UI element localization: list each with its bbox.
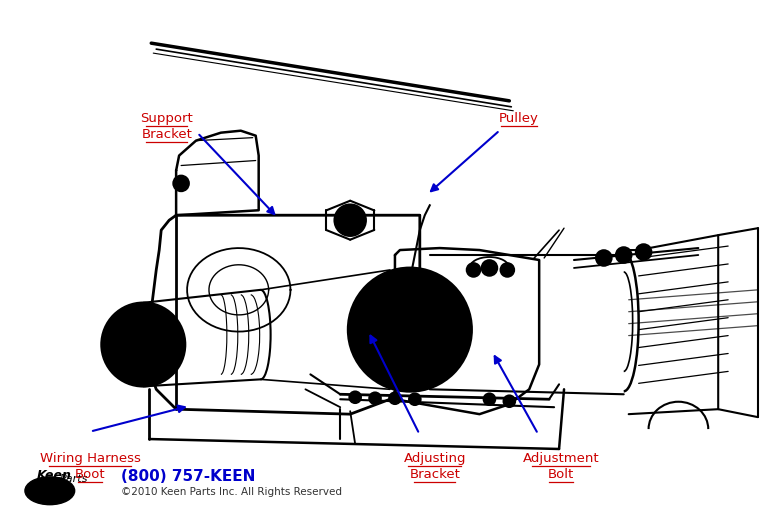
Circle shape bbox=[616, 247, 631, 263]
Text: Parts: Parts bbox=[59, 474, 88, 484]
Circle shape bbox=[116, 316, 171, 372]
Circle shape bbox=[348, 268, 471, 391]
Circle shape bbox=[481, 260, 497, 276]
Circle shape bbox=[334, 204, 366, 236]
Circle shape bbox=[500, 263, 514, 277]
Circle shape bbox=[600, 254, 608, 262]
Text: Bracket: Bracket bbox=[141, 128, 192, 141]
Circle shape bbox=[368, 288, 452, 371]
Text: Wiring Harness: Wiring Harness bbox=[40, 452, 141, 465]
Circle shape bbox=[349, 391, 361, 403]
Circle shape bbox=[620, 251, 628, 259]
Circle shape bbox=[173, 176, 189, 191]
Text: (800) 757-KEEN: (800) 757-KEEN bbox=[122, 469, 256, 484]
Circle shape bbox=[369, 392, 381, 404]
Ellipse shape bbox=[25, 477, 75, 505]
Text: Boot: Boot bbox=[75, 468, 105, 481]
Text: Bolt: Bolt bbox=[548, 468, 574, 481]
Circle shape bbox=[504, 395, 515, 407]
Circle shape bbox=[402, 322, 418, 338]
Circle shape bbox=[467, 263, 480, 277]
Circle shape bbox=[484, 393, 495, 405]
Text: Bracket: Bracket bbox=[410, 468, 460, 481]
Circle shape bbox=[389, 392, 401, 404]
Text: Adjustment: Adjustment bbox=[523, 452, 600, 465]
Circle shape bbox=[409, 393, 421, 405]
Circle shape bbox=[636, 244, 651, 260]
Circle shape bbox=[640, 248, 648, 256]
Text: Adjusting: Adjusting bbox=[403, 452, 466, 465]
Circle shape bbox=[102, 303, 185, 386]
Text: ©2010 Keen Parts Inc. All Rights Reserved: ©2010 Keen Parts Inc. All Rights Reserve… bbox=[122, 487, 343, 497]
Text: Keen: Keen bbox=[36, 469, 71, 482]
Text: Pulley: Pulley bbox=[499, 112, 539, 125]
Circle shape bbox=[133, 335, 153, 354]
Text: Support: Support bbox=[140, 112, 193, 125]
Circle shape bbox=[392, 312, 428, 348]
Circle shape bbox=[342, 212, 358, 228]
Circle shape bbox=[177, 179, 185, 188]
Circle shape bbox=[596, 250, 612, 266]
